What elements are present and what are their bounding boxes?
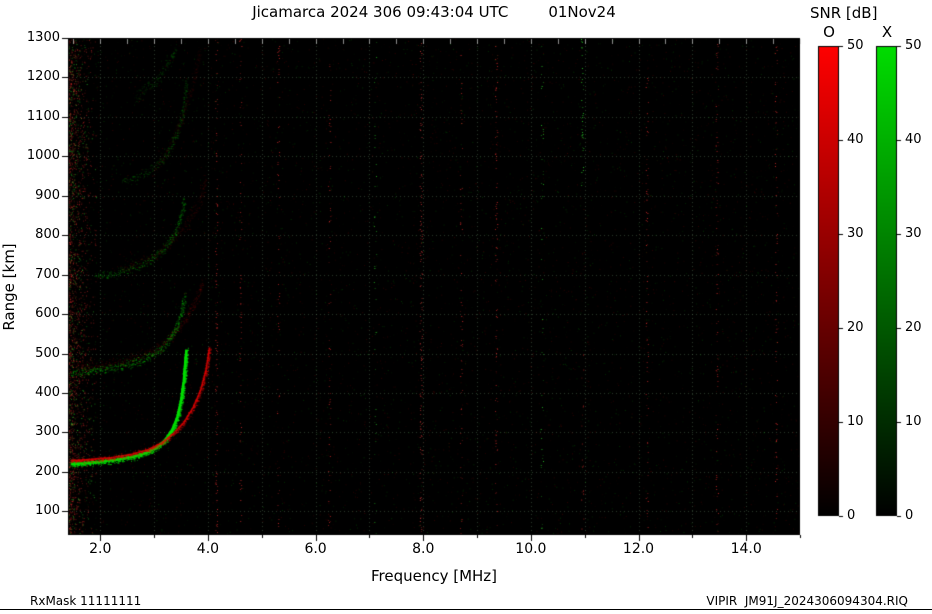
y-axis-tick-label: 500 <box>35 345 60 361</box>
colorbar-tick-label: 40 <box>847 132 864 147</box>
x-axis-tick-label: 6.0 <box>304 541 327 557</box>
colorbar-tick-label: 20 <box>905 320 922 335</box>
colorbar-tick-label: 20 <box>847 320 864 335</box>
colorbar-tick-label: 30 <box>905 226 922 241</box>
plot-title: Jicamarca 2024 306 09:43:04 UTC 01Nov24 <box>68 3 800 21</box>
y-axis-tick-label: 1200 <box>26 69 60 85</box>
x-axis-tick-label: 2.0 <box>89 541 112 557</box>
data-file-name: VIPIR JM91J_2024306094304.RIQ <box>706 594 908 608</box>
colorbar-tick-label: 30 <box>847 226 864 241</box>
y-axis-tick-label: 600 <box>35 306 60 322</box>
title-text: Jicamarca 2024 306 09:43:04 UTC <box>252 3 509 21</box>
x-axis-label: Frequency [MHz] <box>370 567 498 585</box>
colorbar-tick-label: 10 <box>847 414 864 429</box>
y-axis-tick-label: 1000 <box>26 148 60 164</box>
y-axis-tick-label: 1100 <box>26 108 60 124</box>
y-axis-tick-label: 1300 <box>26 30 60 45</box>
colorbar-tick-label: 0 <box>905 508 914 523</box>
y-axis-tick-label: 200 <box>35 463 60 479</box>
y-axis-tick-label: 900 <box>35 187 60 203</box>
x-axis-tick-label: 4.0 <box>196 541 220 557</box>
colorbar-tick-label: 50 <box>905 38 922 53</box>
colorbar-tick-label: 50 <box>847 38 864 53</box>
y-axis-tick-label: 100 <box>35 503 60 519</box>
x-axis-tick-label: 8.0 <box>412 541 435 557</box>
title-date: 01Nov24 <box>548 3 616 21</box>
colorbar-tick-label: 40 <box>905 132 922 147</box>
rxmask-text: RxMask 11111111 <box>30 594 142 608</box>
colorbar-title: SNR [dB] <box>810 4 878 22</box>
colorbar-x-mode-label: X <box>881 23 893 41</box>
x-axis-tick-label: 12.0 <box>622 541 655 557</box>
y-axis-tick-label: 300 <box>35 424 60 440</box>
x-axis-tick-label: 14.0 <box>730 541 762 557</box>
y-axis-tick-label: 700 <box>35 266 60 282</box>
y-axis-tick-label: 400 <box>35 385 60 400</box>
y-axis-tick-label: 800 <box>35 227 60 243</box>
footer-divider <box>0 609 932 610</box>
colorbar-tick-label: 10 <box>905 414 922 429</box>
colorbar-o-mode-label: O <box>823 23 835 41</box>
x-axis-tick-label: 10.0 <box>515 541 547 557</box>
y-axis-label: Range [km] <box>0 243 18 331</box>
colorbar-tick-label: 0 <box>847 508 856 523</box>
